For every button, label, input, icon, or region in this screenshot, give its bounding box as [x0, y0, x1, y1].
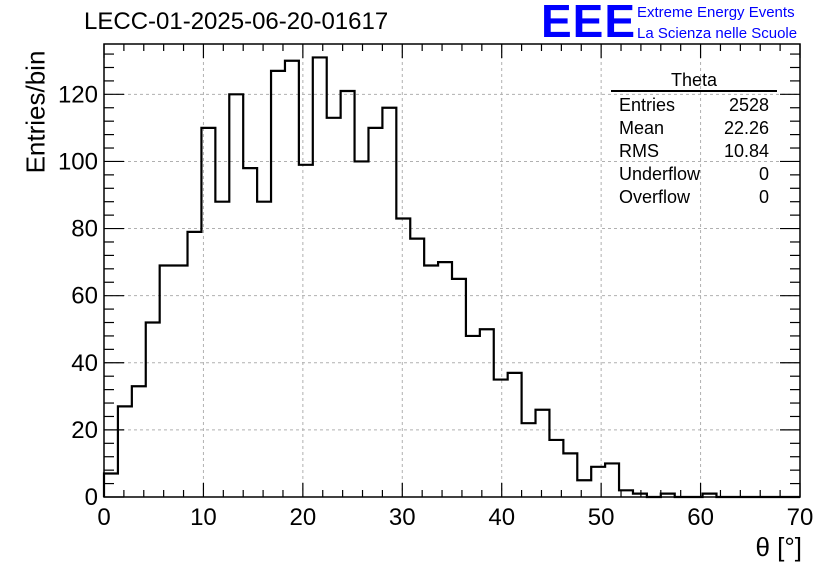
stats-label: RMS: [619, 141, 659, 161]
histogram-bin: [494, 380, 508, 497]
histogram-bin: [563, 453, 577, 497]
histogram-bin: [424, 265, 438, 497]
y-tick-label: 100: [58, 148, 98, 175]
histogram-bin: [396, 218, 410, 497]
logo-subtitle-2: La Scienza nelle Scuole: [637, 25, 798, 42]
stats-value: 0: [758, 164, 769, 184]
x-tick-label: 30: [389, 504, 416, 531]
stats-label: Underflow: [619, 164, 701, 184]
stats-row-mean: Mean 22.26: [611, 117, 777, 140]
histogram-bin: [522, 423, 536, 497]
grid-lines: [104, 44, 800, 497]
histogram-bin: [285, 61, 299, 497]
stats-label: Entries: [619, 95, 676, 115]
histogram-bin: [591, 467, 605, 497]
histogram-bin: [327, 118, 341, 497]
histogram-bin: [174, 265, 188, 497]
stats-title: Theta: [611, 70, 777, 92]
plot-frame: [103, 43, 801, 498]
histogram-bin: [313, 57, 327, 497]
stats-value: 2528: [728, 95, 769, 115]
stats-row-rms: RMS 10.84: [611, 140, 777, 163]
stats-value: 10.84: [723, 141, 769, 161]
eee-logo: EEE: [541, 0, 637, 47]
stats-row-underflow: Underflow 0: [611, 163, 777, 186]
x-tick-label: 50: [588, 504, 615, 531]
histogram-outline: [102, 56, 800, 499]
y-tick-label: 40: [71, 350, 98, 377]
histogram-bin: [257, 202, 271, 497]
histogram-bin: [508, 373, 522, 497]
histogram-bin: [146, 323, 160, 497]
logo-subtitle-1: Extreme Energy Events: [637, 4, 795, 21]
histogram-bin: [410, 239, 424, 497]
histogram-bin: [215, 202, 229, 497]
y-tick-label: 0: [85, 484, 98, 511]
axes: 0 10 20 30 40 50 60 70 0 20 40 60 80 100 120: [58, 43, 814, 531]
histogram-bin: [299, 165, 313, 497]
x-tick-label: 70: [787, 504, 814, 531]
histogram-bin: [536, 410, 550, 497]
stats-label: Mean: [619, 118, 665, 138]
x-tick-label: 20: [290, 504, 317, 531]
histogram-bin: [341, 91, 355, 497]
stats-box: Theta Entries 2528 Mean 22.26 RMS 10.84 Und…: [611, 70, 777, 209]
y-tick-label: 60: [71, 283, 98, 310]
x-tick-label: 60: [687, 504, 714, 531]
histogram-bin: [605, 463, 619, 497]
y-tick-label: 80: [71, 216, 98, 243]
histogram-bin: [188, 232, 202, 497]
y-tick-label: 120: [58, 81, 98, 108]
histogram-bin: [271, 71, 285, 497]
histogram-bin: [132, 386, 146, 497]
histogram-bin: [452, 279, 466, 497]
histogram-bin: [438, 262, 452, 497]
stats-row-overflow: Overflow 0: [611, 186, 777, 209]
stats-row-entries: Entries 2528: [611, 94, 777, 117]
stats-value: 22.26: [723, 118, 769, 138]
x-tick-label: 10: [190, 504, 217, 531]
y-axis-label: Entries/bin: [20, 50, 51, 174]
chart-title: LECC-01-2025-06-20-01617: [84, 8, 389, 35]
stats-value: 0: [758, 187, 769, 207]
x-axis-label: θ [°]: [755, 532, 802, 562]
x-tick-label: 0: [97, 504, 110, 531]
histogram-bin: [466, 336, 480, 497]
y-tick-label: 20: [71, 417, 98, 444]
histogram-bin: [104, 474, 118, 497]
histogram-bin: [355, 161, 369, 497]
histogram-bin: [118, 406, 132, 497]
histogram-bin: [577, 480, 591, 497]
stats-label: Overflow: [619, 187, 691, 207]
histogram-bin: [480, 329, 494, 497]
histogram-bin: [382, 108, 396, 497]
histogram-bin: [160, 265, 174, 497]
histogram-bin: [549, 440, 563, 497]
histogram-bin: [368, 128, 382, 497]
histogram-bin: [243, 168, 257, 497]
x-tick-label: 40: [488, 504, 515, 531]
